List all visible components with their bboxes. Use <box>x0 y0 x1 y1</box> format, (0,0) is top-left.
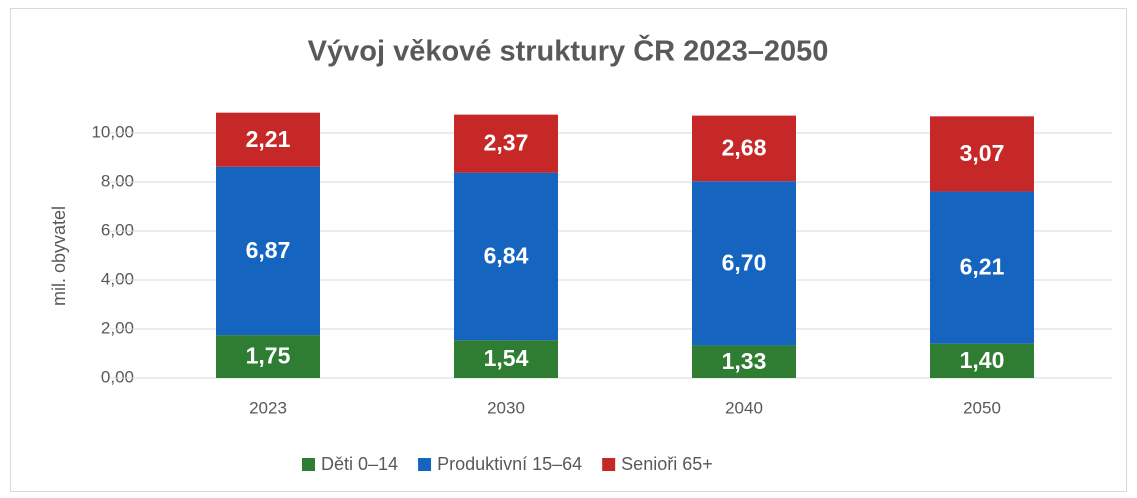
bar-segment <box>216 335 320 378</box>
bar-segment <box>454 172 558 341</box>
y-tick-label: 2,00 <box>101 318 134 337</box>
bar-segment <box>216 112 320 167</box>
y-tick-label: 0,00 <box>101 367 134 386</box>
legend-label: Produktivní 15–64 <box>437 454 582 474</box>
x-tick-label: 2023 <box>249 398 287 417</box>
data-label: 2,68 <box>722 135 767 161</box>
data-label: 1,54 <box>484 345 529 371</box>
bar-segment <box>454 114 558 173</box>
bar-segment <box>930 191 1034 344</box>
bar-segment <box>216 166 320 336</box>
data-label: 6,84 <box>484 243 529 269</box>
data-label: 6,21 <box>960 254 1005 280</box>
data-label: 1,40 <box>960 347 1005 373</box>
data-label: 1,33 <box>722 348 767 374</box>
x-tick-label: 2030 <box>487 398 525 417</box>
bar-segment <box>930 343 1034 378</box>
legend-label: Senioři 65+ <box>621 454 713 474</box>
bar-segment <box>692 181 796 346</box>
x-tick-label: 2050 <box>963 398 1001 417</box>
legend-label: Děti 0–14 <box>321 454 398 474</box>
legend-swatch <box>602 458 616 471</box>
y-tick-label: 6,00 <box>101 220 134 239</box>
y-axis-label: mil. obyvatel <box>49 206 69 306</box>
data-label: 6,70 <box>722 249 767 275</box>
bar-segment <box>454 340 558 378</box>
bar-segment <box>692 115 796 182</box>
data-label: 1,75 <box>246 343 291 369</box>
y-tick-label: 10,00 <box>91 122 134 141</box>
y-tick-label: 4,00 <box>101 269 134 288</box>
bar-segment <box>930 116 1034 192</box>
legend-swatch <box>418 458 432 471</box>
bar-segment <box>692 345 796 378</box>
data-label: 2,21 <box>246 126 291 152</box>
legend-swatch <box>302 458 315 471</box>
y-tick-label: 8,00 <box>101 171 134 190</box>
data-label: 6,87 <box>246 237 291 263</box>
x-tick-label: 2040 <box>725 398 763 417</box>
chart-title: Vývoj věkové struktury ČR 2023–2050 <box>308 34 829 68</box>
data-label: 3,07 <box>960 140 1005 166</box>
data-label: 2,37 <box>484 130 529 156</box>
